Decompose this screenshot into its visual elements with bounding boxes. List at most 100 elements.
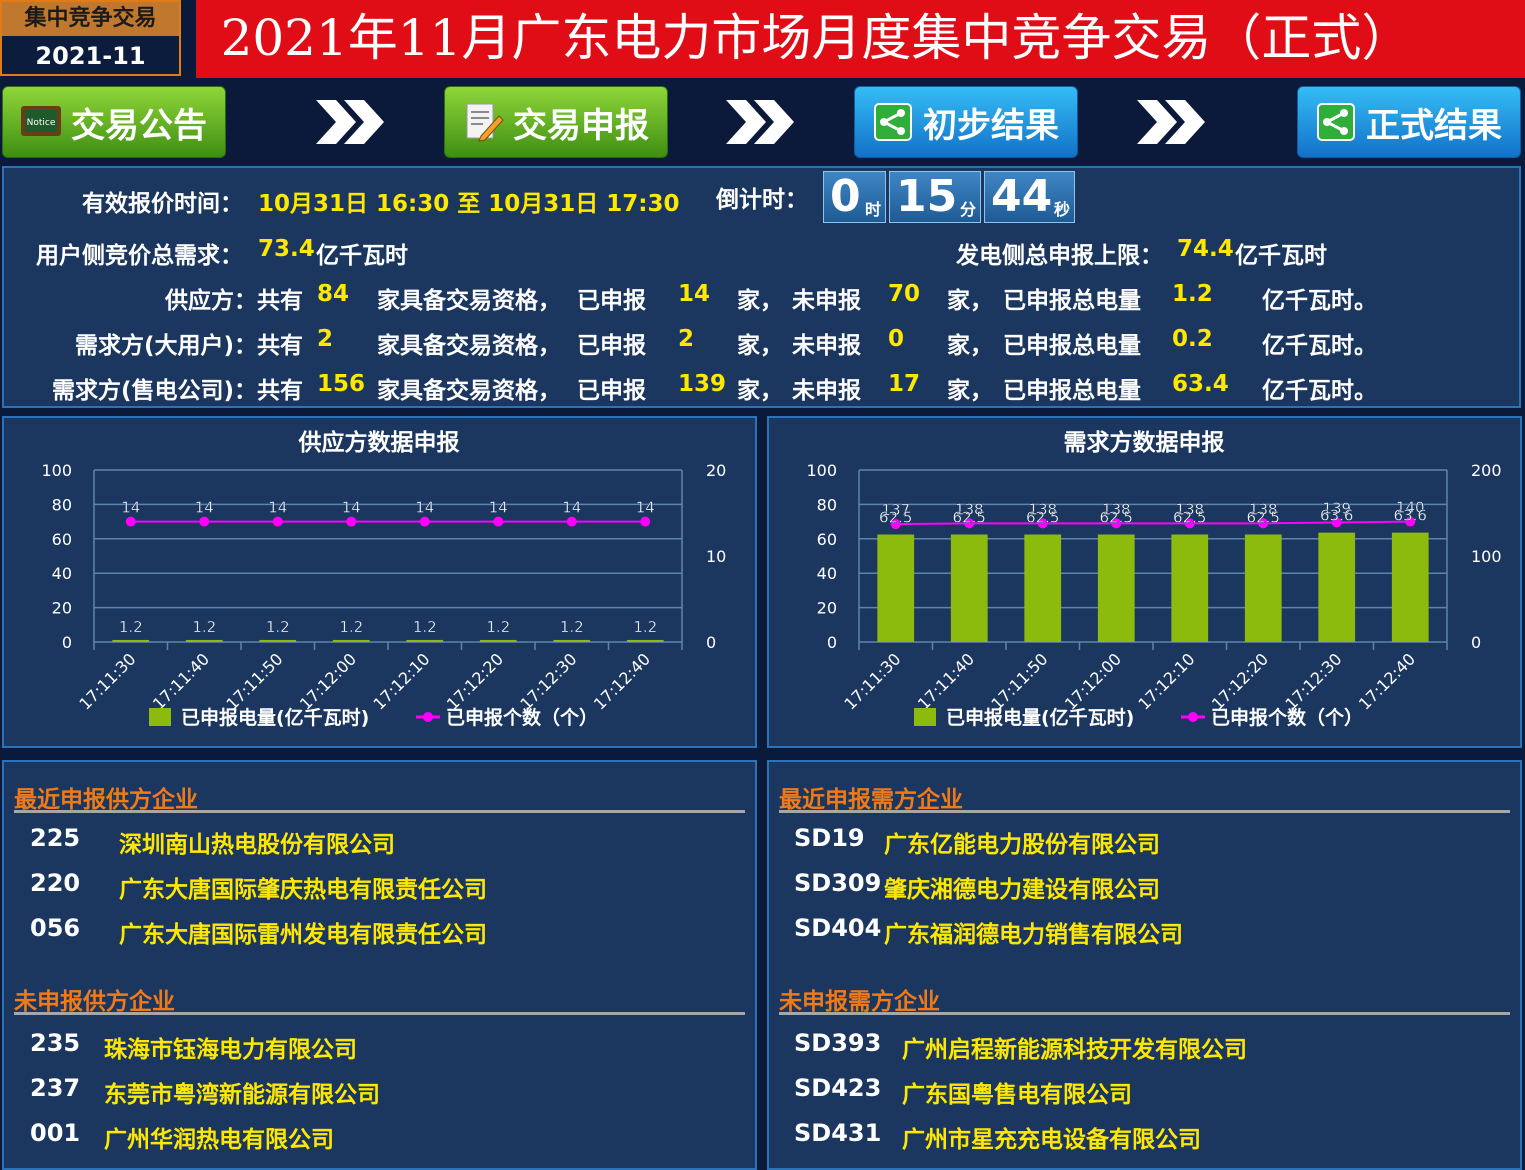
company-name: 深圳南山热电股份有限公司 (119, 832, 395, 858)
company-name: 广州启程新能源科技开发有限公司 (902, 1037, 1247, 1063)
y-left-tick-label: 60 (817, 530, 837, 549)
stat-qual-text: 家具备交易资格， (377, 378, 561, 404)
bar (185, 639, 223, 642)
stat-qual-text: 家具备交易资格， (377, 333, 561, 359)
company-name: 珠海市钰海电力有限公司 (104, 1037, 357, 1063)
title-bar: 2021年11月广东电力市场月度集中竞争交易（正式） (196, 0, 1525, 78)
stat-energy-text: 已申报总电量 (1003, 378, 1141, 404)
line-data-label: 14 (415, 499, 434, 517)
countdown-minutes-unit: 分 (959, 200, 976, 219)
step-label: 交易公告 (71, 105, 207, 146)
stat-energy: 1.2 (1172, 281, 1213, 307)
line-point (272, 516, 283, 527)
step-label: 初步结果 (923, 105, 1059, 146)
company-code: SD19 (794, 824, 865, 852)
double-chevron-right-icon (726, 100, 794, 144)
bar-data-label: 1.2 (560, 618, 584, 636)
bar (406, 639, 444, 642)
y-left-tick-label: 20 (817, 599, 837, 618)
bar-data-label: 1.2 (266, 618, 290, 636)
line-data-label: 139 (1322, 499, 1351, 517)
company-name: 广东国粤售电有限公司 (902, 1082, 1132, 1108)
countdown-seconds-value: 44 (991, 171, 1053, 222)
legend-line-label: 已申报个数（个） (1211, 706, 1363, 729)
y-left-tick-label: 20 (52, 599, 72, 618)
bar (553, 639, 591, 642)
bar-data-label: 1.2 (413, 618, 437, 636)
company-name: 东莞市粤湾新能源有限公司 (104, 1082, 380, 1108)
quote-time-label: 有效报价时间： (82, 191, 243, 217)
company-code: 056 (30, 914, 81, 942)
stat-energy-unit: 亿千瓦时。 (1262, 333, 1377, 359)
double-chevron-right-icon (1137, 100, 1205, 144)
stat-energy-text: 已申报总电量 (1003, 288, 1141, 314)
stat-undeclared-text: 未申报 (792, 288, 861, 314)
undeclared-demand-title: 未申报需方企业 (779, 989, 940, 1015)
line-data-label: 140 (1396, 499, 1425, 517)
bar (1097, 534, 1135, 642)
line-point (1037, 518, 1048, 529)
stat-declared: 139 (678, 371, 727, 397)
legend-bar-label: 已申报电量(亿千瓦时) (946, 706, 1134, 729)
supply-list-panel (2, 760, 757, 1170)
countdown-hours-value: 0 (830, 171, 861, 222)
bar (1318, 532, 1356, 642)
bar (1024, 534, 1062, 642)
line-point (566, 516, 577, 527)
line-data-label: 14 (268, 499, 287, 517)
supply-chart: 供应方数据申报 0 20 40 60 80 100 0 10 20 17:11:30 17:11:40… (41, 429, 726, 729)
countdown-hours: 0 时 (823, 171, 886, 223)
company-name: 广州华润热电有限公司 (104, 1127, 334, 1153)
bar-data-label: 1.2 (633, 618, 657, 636)
gen-limit-value: 74.4 (1177, 236, 1234, 262)
y-left-tick-label: 100 (41, 461, 72, 480)
bar (950, 534, 988, 642)
stat-energy: 63.4 (1172, 371, 1229, 397)
x-tick-label: 17:12:10 (1134, 649, 1198, 713)
step-trade-notice-button[interactable]: Notice 交易公告 (2, 86, 226, 158)
trade-type-badge: 集中竞争交易 2021-11 (0, 0, 181, 76)
section-divider (779, 810, 1510, 813)
y-left-tick-label: 60 (52, 530, 72, 549)
line-point (199, 516, 210, 527)
x-tick-label: 17:12:30 (1281, 649, 1345, 713)
stat-total: 84 (317, 281, 350, 307)
line-data-label: 14 (121, 499, 140, 517)
line-data-label: 138 (955, 500, 984, 518)
y-left-tick-label: 100 (806, 461, 837, 480)
company-name: 广东大唐国际肇庆热电有限责任公司 (119, 877, 487, 903)
demand-list-panel (767, 760, 1522, 1170)
x-tick-label: 17:12:40 (590, 649, 654, 713)
stat-row-label: 需求方(大用户)：共有 (74, 333, 303, 359)
step-trade-declare-button[interactable]: 交易申报 (444, 86, 668, 158)
step-label: 正式结果 (1366, 105, 1502, 146)
line-point (1405, 516, 1416, 527)
bar-data-label: 1.2 (192, 618, 216, 636)
legend-line-marker (423, 712, 433, 722)
bar-data-label: 1.2 (119, 618, 143, 636)
gen-limit-label: 发电侧总申报上限： (956, 243, 1163, 269)
user-demand-unit: 亿千瓦时 (316, 243, 408, 269)
y-left-tick-label: 0 (827, 633, 837, 652)
user-demand-label: 用户侧竞价总需求： (36, 243, 243, 269)
recent-demand-title: 最近申报需方企业 (779, 787, 963, 813)
company-name: 广东亿能电力股份有限公司 (884, 832, 1160, 858)
bar (1391, 532, 1429, 642)
x-tick-label: 17:12:10 (369, 649, 433, 713)
bar (626, 639, 664, 642)
stat-undeclared-text: 未申报 (792, 378, 861, 404)
bar-data-label: 62.5 (1026, 509, 1059, 527)
countdown-seconds-unit: 秒 (1053, 200, 1070, 219)
y-left-tick-label: 80 (817, 495, 837, 514)
stat-row-label: 需求方(售电公司)：共有 (51, 378, 303, 404)
x-tick-label: 17:11:40 (149, 649, 213, 713)
stat-undeclared: 0 (888, 326, 905, 352)
x-tick-label: 17:11:30 (840, 649, 904, 713)
countdown-seconds: 44 秒 (984, 171, 1075, 223)
company-name: 广东大唐国际雷州发电有限责任公司 (119, 922, 487, 948)
step-final-result-button[interactable]: 正式结果 (1297, 86, 1521, 158)
bar-data-label: 62.5 (879, 509, 912, 527)
x-tick-label: 17:12:40 (1355, 649, 1419, 713)
step-preliminary-result-button[interactable]: 初步结果 (854, 86, 1078, 158)
stat-declared-text: 已申报 (577, 288, 646, 314)
